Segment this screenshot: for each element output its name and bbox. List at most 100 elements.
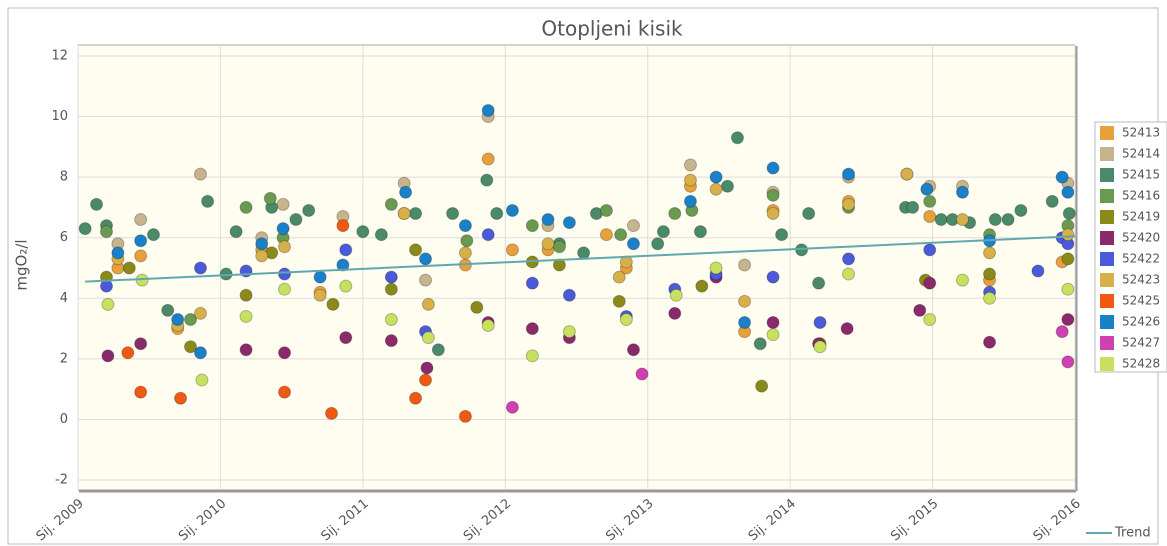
point — [525, 219, 539, 233]
point — [384, 312, 398, 326]
point — [505, 203, 519, 217]
point — [842, 197, 856, 211]
y-tick-label: 2 — [60, 351, 68, 366]
point — [278, 282, 292, 296]
point — [900, 167, 914, 181]
point — [1045, 194, 1059, 208]
point — [458, 219, 472, 233]
point — [913, 303, 927, 317]
point — [562, 216, 576, 230]
point — [802, 206, 816, 220]
point — [336, 219, 350, 233]
point — [171, 312, 185, 326]
legend-label: 52425 — [1122, 294, 1160, 308]
point — [651, 237, 665, 251]
point — [923, 194, 937, 208]
point — [668, 206, 682, 220]
point — [419, 273, 433, 287]
trend-line — [85, 235, 1076, 283]
point — [669, 288, 683, 302]
point — [122, 261, 136, 275]
y-tick-label: 10 — [51, 109, 68, 124]
point — [480, 173, 494, 187]
point — [193, 167, 207, 181]
point — [955, 273, 969, 287]
point — [766, 161, 780, 175]
point — [134, 337, 148, 351]
legend-swatch — [1100, 357, 1114, 371]
point — [923, 243, 937, 257]
point — [490, 206, 504, 220]
point — [753, 337, 767, 351]
point — [421, 331, 435, 345]
point — [1055, 325, 1069, 339]
point — [356, 225, 370, 239]
point — [374, 228, 388, 242]
legend-label: 52416 — [1122, 189, 1160, 203]
point — [384, 334, 398, 348]
point — [955, 185, 969, 199]
point — [599, 228, 613, 242]
point — [339, 331, 353, 345]
point — [325, 406, 339, 420]
point — [813, 316, 827, 330]
y-tick-label: 0 — [60, 412, 68, 427]
point — [842, 267, 856, 281]
x-tick-label: Sij. 2009 — [34, 496, 87, 544]
legend-label: 52423 — [1122, 273, 1160, 287]
chart-title: Otopljeni kisik — [541, 17, 683, 41]
legend-label: 52427 — [1122, 336, 1160, 350]
point — [1061, 282, 1075, 296]
point — [983, 246, 997, 260]
point — [720, 179, 734, 193]
legend-swatch — [1100, 336, 1114, 350]
point — [1061, 252, 1075, 266]
point — [626, 343, 640, 357]
point — [1061, 228, 1075, 242]
point — [842, 252, 856, 266]
point — [923, 210, 937, 224]
point — [738, 294, 752, 308]
x-tick-label: Sij. 2012 — [461, 496, 514, 544]
point — [121, 346, 135, 360]
y-axis-label: mgO₂/l — [13, 239, 31, 290]
point — [278, 385, 292, 399]
point — [134, 385, 148, 399]
point — [920, 182, 934, 196]
point — [446, 206, 460, 220]
x-tick-label: Sij. 2013 — [603, 496, 656, 544]
point — [525, 349, 539, 363]
point — [134, 234, 148, 248]
point — [78, 222, 92, 236]
plot-area — [77, 44, 1076, 491]
point — [146, 228, 160, 242]
point — [840, 322, 854, 336]
point — [134, 249, 148, 263]
legend-swatch — [1100, 231, 1114, 245]
point — [239, 200, 253, 214]
legend-swatch — [1100, 189, 1114, 203]
y-tick-label: -2 — [55, 473, 68, 488]
point — [397, 206, 411, 220]
point — [481, 152, 495, 166]
point — [983, 335, 997, 349]
legend-swatch — [1100, 252, 1114, 266]
point — [399, 185, 413, 199]
point — [174, 391, 188, 405]
point — [276, 222, 290, 236]
legend-label: 52422 — [1122, 252, 1160, 266]
point — [612, 294, 626, 308]
point — [111, 246, 125, 260]
point — [525, 322, 539, 336]
point — [419, 252, 433, 266]
legend-swatch — [1100, 294, 1114, 308]
point — [339, 279, 353, 293]
point — [766, 206, 780, 220]
x-tick-label: Sij. 2010 — [176, 496, 229, 544]
point — [1061, 185, 1075, 199]
point — [577, 246, 591, 260]
point — [336, 258, 350, 272]
point — [326, 297, 340, 311]
legend-label: 52419 — [1122, 210, 1160, 224]
x-tick-label: Sij. 2015 — [888, 496, 941, 544]
